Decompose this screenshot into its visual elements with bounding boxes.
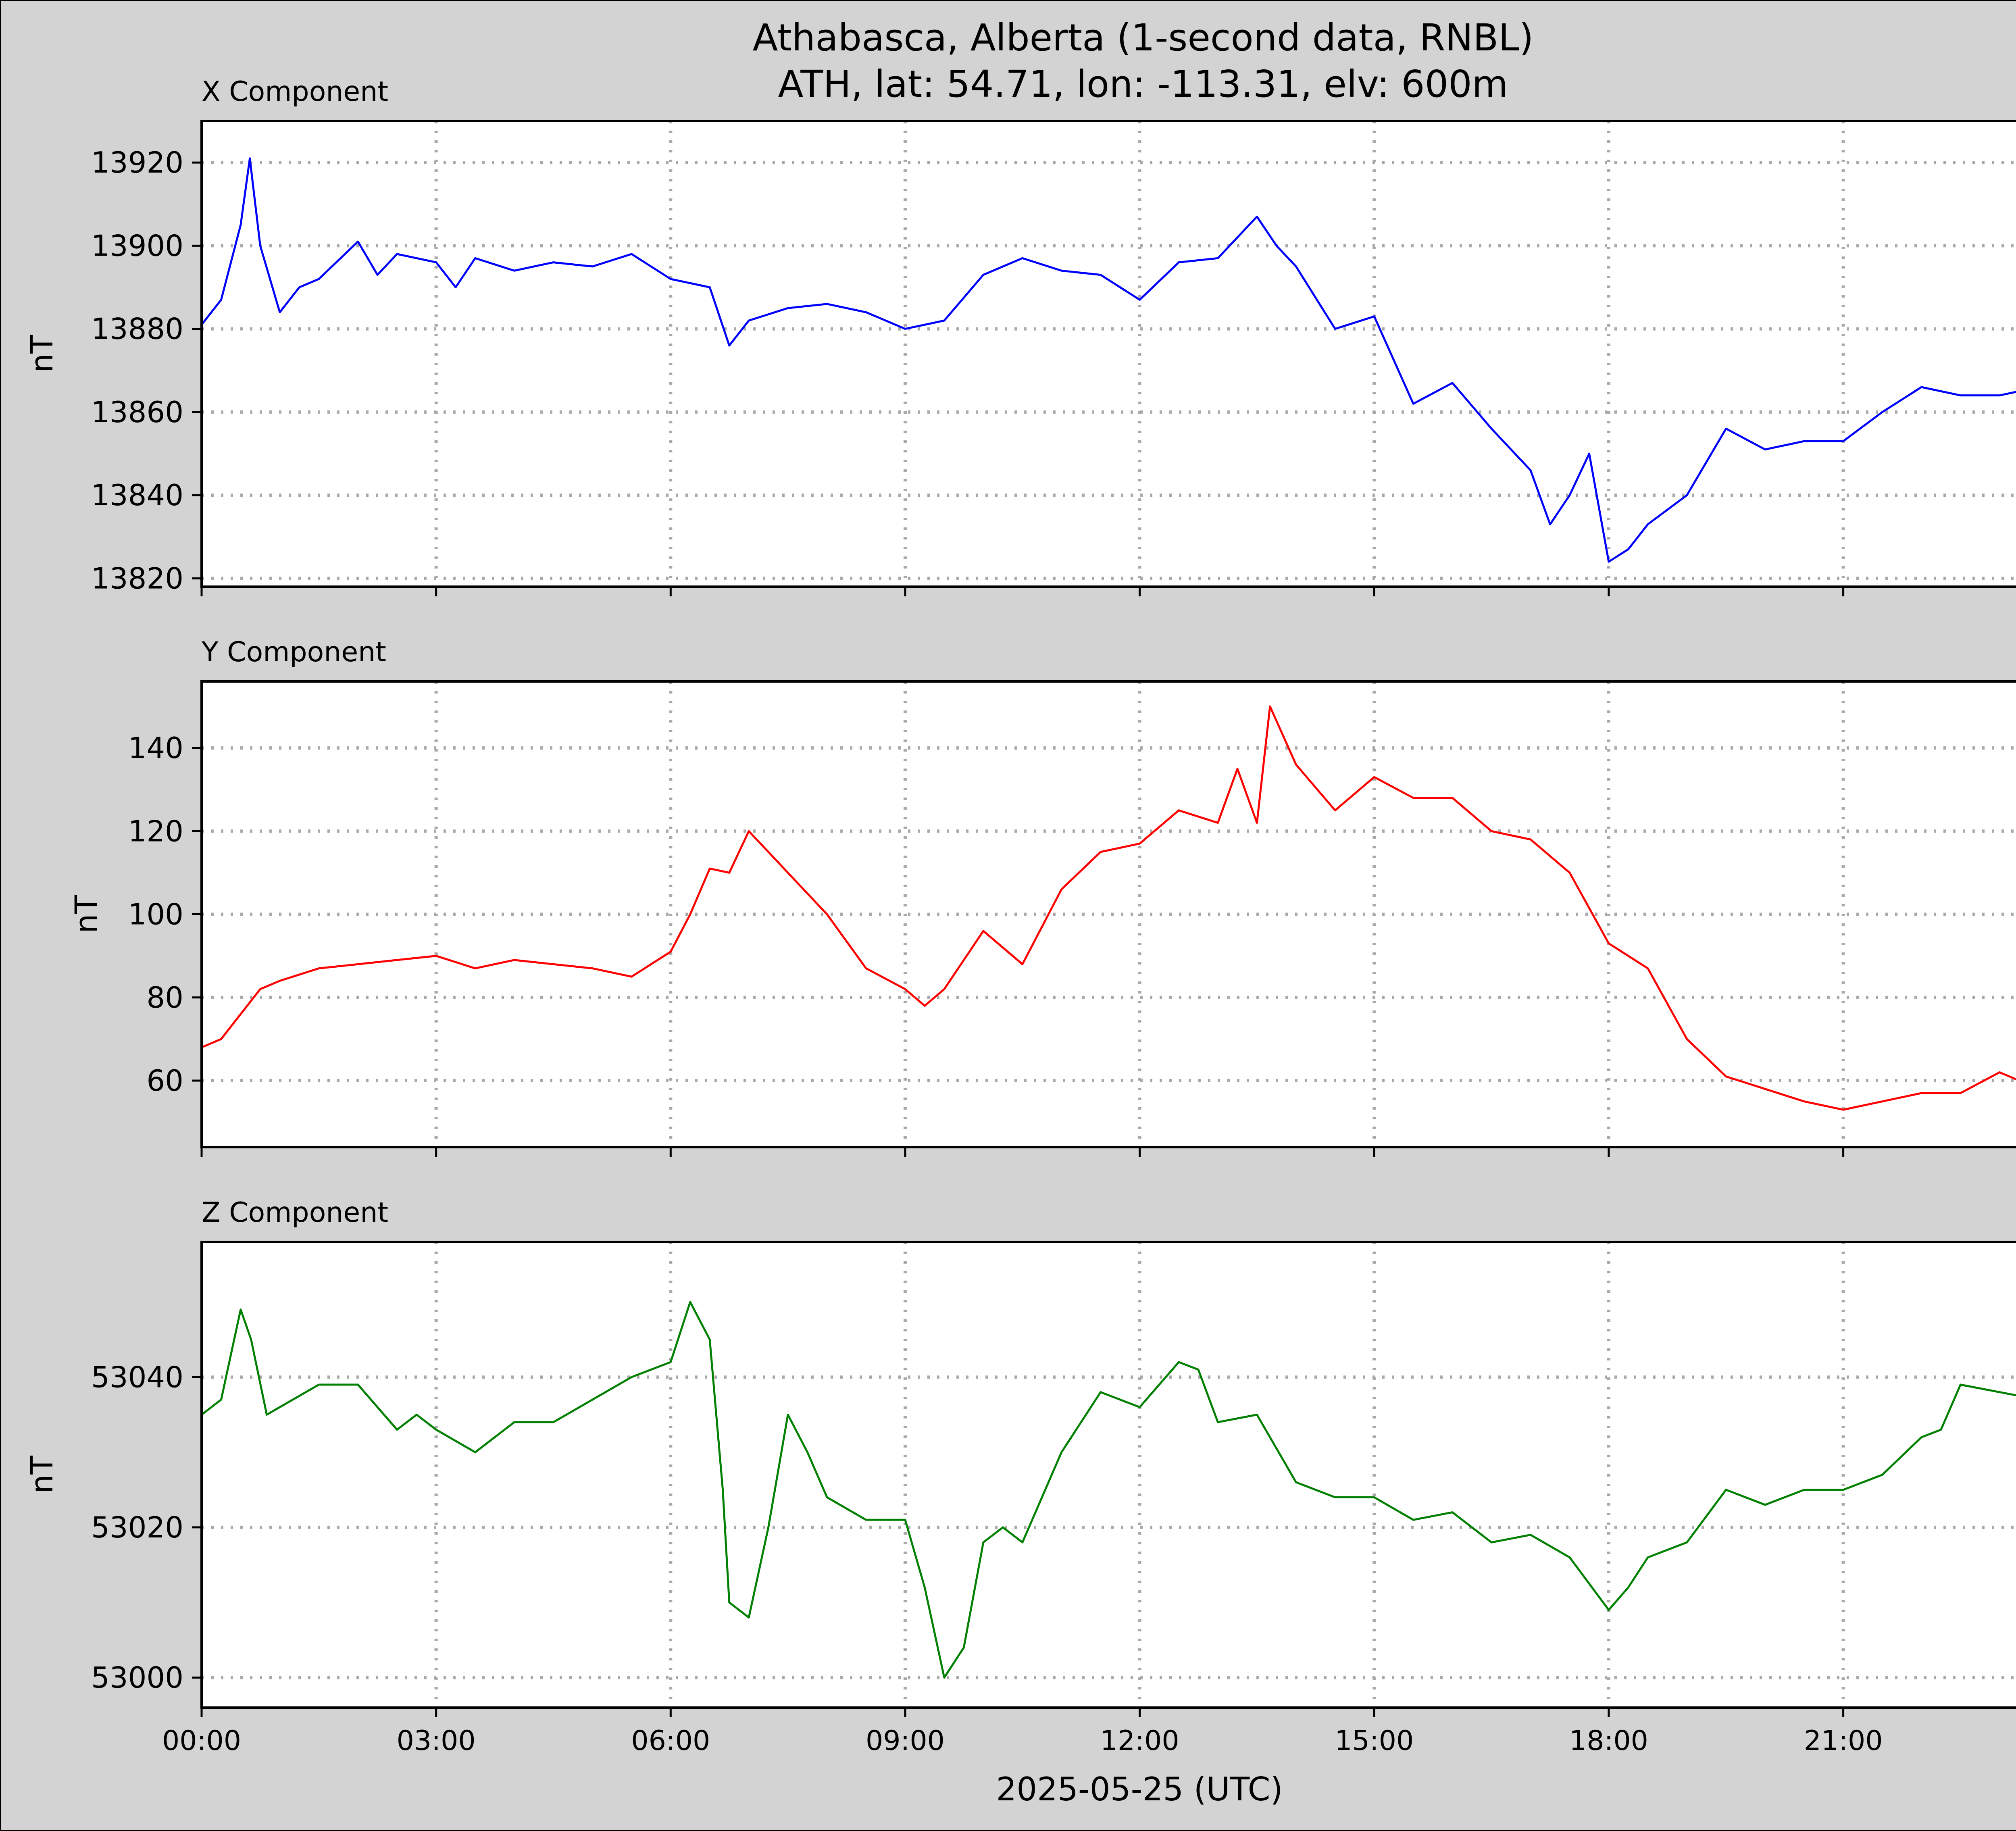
series-line [201,157,2016,563]
y-axis-label: nT [24,335,60,373]
x-tick-label: 21:00 [1804,1725,1883,1757]
axes-frame [200,680,2016,1148]
series-line [201,705,2016,1111]
panel-2: 60 80 100 120 140 Y Component nT [68,636,2016,1157]
y-tick-label: 53040 [91,1360,183,1394]
x-tick-label: 12:00 [1100,1725,1179,1757]
y-tick-label: 13840 [91,478,183,512]
y-tick-label: 13880 [91,312,183,346]
x-axis-label: 2025-05-25 (UTC) [996,1771,1283,1808]
y-tick-label: 53000 [91,1660,183,1694]
panel-subtitle: X Component [202,76,388,108]
y-axis-label: nT [68,895,104,933]
x-tick-label: 06:00 [631,1725,710,1757]
series-line [201,1301,2016,1679]
panel-subtitle: Z Component [202,1197,388,1229]
y-tick-label: 13820 [91,561,183,595]
x-tick-label: 00:00 [162,1725,241,1757]
y-tick-label: 53020 [91,1510,183,1544]
panel-subtitle: Y Component [201,636,386,668]
x-tick-label: 18:00 [1569,1725,1648,1757]
figure-title-line1: Athabasca, Alberta (1-second data, RNBL) [753,16,1534,59]
x-tick-label: 09:00 [866,1725,945,1757]
y-tick-label: 13920 [91,146,183,179]
panel-1: 13820 13840 13860 13880 13900 13920 X Componen… [24,76,2016,596]
panel-3: 00:00 03:00 06:00 09:00 12:00 15:00 18:00 21:00… [24,1197,2016,1757]
y-tick-label: 100 [128,898,183,931]
axes-frame [200,1241,2016,1709]
x-tick-label: 15:00 [1335,1725,1414,1757]
y-tick-label: 13860 [91,395,183,429]
y-tick-label: 140 [128,731,183,765]
x-tick-label: 03:00 [397,1725,476,1757]
axes-frame [200,120,2016,588]
y-tick-label: 120 [128,814,183,848]
y-tick-label: 80 [146,981,183,1014]
plot-area [202,121,2016,587]
plot-area [202,1242,2016,1708]
y-tick-label: 13900 [91,229,183,262]
y-tick-label: 60 [146,1064,183,1098]
figure-title-line2: ATH, lat: 54.71, lon: -113.31, elv: 600m [778,62,1508,106]
y-axis-label: nT [24,1456,60,1494]
